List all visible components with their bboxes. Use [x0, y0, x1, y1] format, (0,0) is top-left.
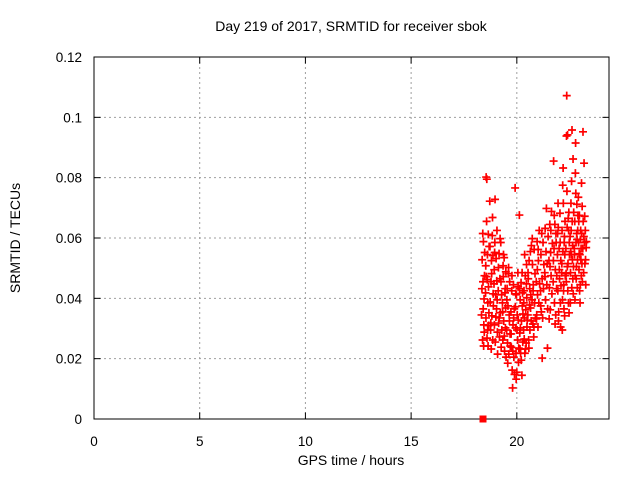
svg-text:0.02: 0.02 — [56, 352, 82, 367]
data-points — [477, 91, 591, 423]
svg-text:20: 20 — [509, 434, 524, 449]
x-axis-label: GPS time / hours — [298, 452, 405, 468]
svg-text:0.08: 0.08 — [56, 171, 82, 186]
chart-title: Day 219 of 2017, SRMTID for receiver sbo… — [215, 18, 488, 34]
grid-lines — [94, 57, 609, 419]
y-axis-label: SRMTID / TECUs — [7, 183, 23, 293]
svg-text:0: 0 — [74, 412, 82, 427]
svg-text:0.1: 0.1 — [63, 110, 82, 125]
svg-text:0.04: 0.04 — [56, 291, 83, 306]
svg-text:0.12: 0.12 — [56, 50, 82, 65]
svg-text:10: 10 — [298, 434, 313, 449]
svg-text:5: 5 — [196, 434, 204, 449]
svg-text:0.06: 0.06 — [56, 231, 82, 246]
axes-and-ticks — [93, 56, 610, 420]
svg-text:15: 15 — [404, 434, 419, 449]
tick-labels: 0 5 10 15 20 0 0.02 0.04 0.06 0.08 0.1 0.12 — [56, 50, 525, 449]
svg-text:0: 0 — [90, 434, 98, 449]
